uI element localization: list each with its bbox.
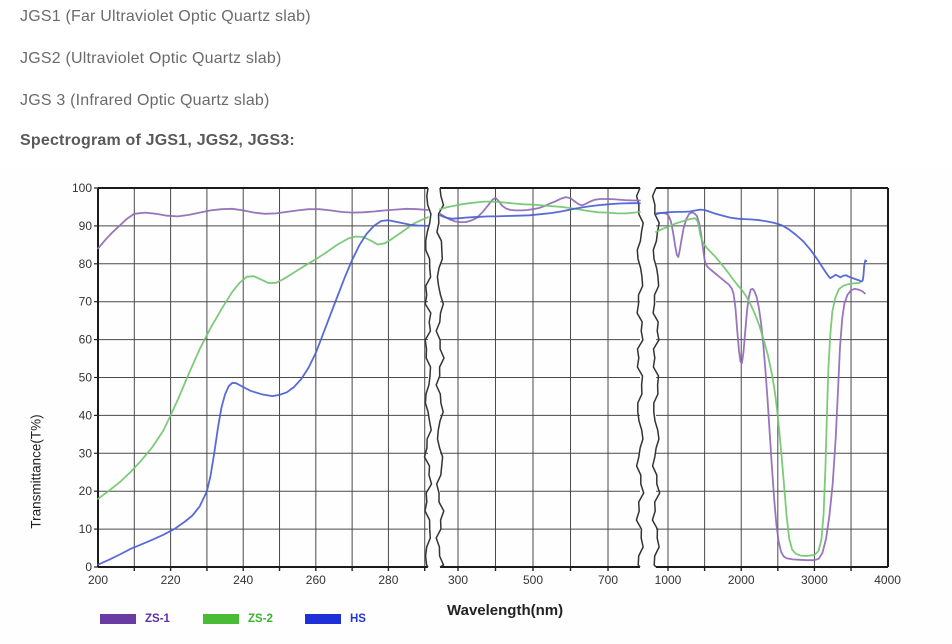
x-tick-label: 200 <box>88 573 108 587</box>
x-tick-label: 240 <box>233 573 253 587</box>
x-tick-label: 500 <box>523 573 543 587</box>
intro-text-block: JGS1 (Far Ultraviolet Optic Quartz slab)… <box>20 8 920 174</box>
y-axis-title: Transmittance(T%) <box>28 414 44 529</box>
x-tick-label: 220 <box>161 573 181 587</box>
chart-canvas: 200 220 240 260 280 300 500 700 1000 2000 3000 4000… <box>72 181 901 587</box>
y-tick-label: 80 <box>79 257 93 271</box>
x-tick-label: 2000 <box>728 573 755 587</box>
y-tick-label: 100 <box>72 181 92 195</box>
y-tick-label: 50 <box>79 371 93 385</box>
x-tick-label: 4000 <box>874 573 901 587</box>
y-tick-label: 0 <box>85 560 92 574</box>
legend-item-zs2: ZS-2 <box>203 612 273 626</box>
legend-label-hs: HS <box>350 613 366 625</box>
legend-item-hs: HS <box>305 612 366 626</box>
legend-swatch-hs <box>305 614 341 624</box>
y-tick-label: 60 <box>79 333 93 347</box>
product-line-jgs1: JGS1 (Far Ultraviolet Optic Quartz slab) <box>20 8 311 25</box>
y-tick-label: 10 <box>79 522 93 536</box>
x-tick-label: 300 <box>448 573 468 587</box>
spectrogram-chart: 200 220 240 260 280 300 500 700 1000 2000 3000 4000… <box>0 168 952 644</box>
y-tick-label: 20 <box>79 484 93 498</box>
x-tick-label: 260 <box>306 573 326 587</box>
y-tick-label: 30 <box>79 446 93 460</box>
x-tick-label: 3000 <box>801 573 828 587</box>
x-tick-label: 1000 <box>655 573 682 587</box>
legend-label-zs2: ZS-2 <box>248 613 273 625</box>
product-line-jgs2: JGS2 (Ultraviolet Optic Quartz slab) <box>20 50 282 67</box>
y-tick-label: 90 <box>79 219 93 233</box>
product-line-jgs3: JGS 3 (Infrared Optic Quartz slab) <box>20 92 270 109</box>
spectrogram-heading: Spectrogram of JGS1, JGS2, JGS3: <box>20 132 295 149</box>
x-axis-title: Wavelength(nm) <box>447 602 564 619</box>
x-tick-label: 280 <box>378 573 398 587</box>
legend-swatch-zs2 <box>203 614 239 624</box>
y-tick-label: 70 <box>79 295 93 309</box>
legend-swatch-zs1 <box>100 614 136 624</box>
legend-item-zs1: ZS-1 <box>100 612 170 626</box>
y-tick-label: 40 <box>79 408 93 422</box>
legend-label-zs1: ZS-1 <box>145 613 170 625</box>
x-tick-label: 700 <box>598 573 618 587</box>
